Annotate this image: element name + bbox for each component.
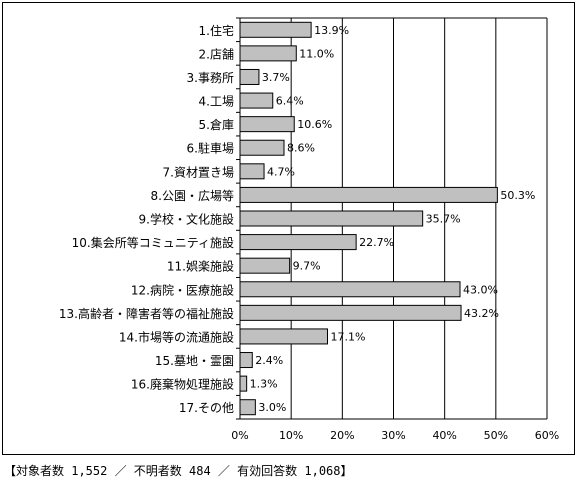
data-label: 43.2%: [464, 307, 499, 320]
bar: [239, 375, 248, 392]
category-label: 17.その他: [179, 401, 234, 415]
data-label: 8.6%: [287, 142, 315, 155]
x-tick-label: 60%: [535, 429, 559, 442]
category-label: 7.資材置き場: [163, 165, 234, 179]
bar: [239, 210, 424, 227]
data-label: 9.7%: [293, 260, 321, 273]
data-label: 2.4%: [255, 354, 283, 367]
data-label: 43.0%: [463, 283, 498, 296]
category-label: 5.倉庫: [199, 117, 234, 132]
bar: [239, 399, 256, 416]
category-label: 9.学校・文化施設: [139, 212, 234, 227]
category-label: 4.工場: [199, 95, 234, 109]
chart-frame: 0% 10% 20% 30% 40% 50% 60% 13.9% 1.住宅 11.0% 2.店舗 3.…: [2, 2, 575, 455]
data-label: 17.1%: [330, 330, 365, 343]
category-label: 2.店舗: [199, 47, 234, 61]
bar: [239, 186, 498, 203]
bar: [239, 92, 274, 109]
category-label: 1.住宅: [199, 23, 234, 38]
data-label: 11.0%: [299, 47, 334, 60]
x-tick-label: 10%: [279, 429, 303, 442]
bar: [239, 328, 328, 345]
category-label: 6.駐車場: [187, 141, 234, 156]
category-label: 10.集会所等コミュニティ施設: [72, 235, 234, 250]
bar: [239, 257, 291, 274]
data-label: 35.7%: [426, 213, 461, 226]
bar-chart: 0% 10% 20% 30% 40% 50% 60% 13.9% 1.住宅 11.0% 2.店舗 3.…: [59, 17, 559, 442]
footnote: 【対象者数 1,552 ／ 不明者数 484 ／ 有効回答数 1,068】: [4, 464, 353, 478]
x-tick-label: 50%: [484, 429, 508, 442]
data-label: 1.3%: [250, 378, 278, 391]
data-label: 6.4%: [276, 95, 304, 108]
category-label: 8.公園・広場等: [151, 189, 234, 203]
bar: [239, 21, 312, 38]
category-label: 15.墓地・霊園: [155, 354, 234, 368]
category-label: 13.高齢者・障害者等の福祉施設: [59, 306, 234, 321]
x-tick-label: 0%: [231, 429, 248, 442]
category-label: 3.事務所: [187, 71, 234, 85]
bar: [239, 163, 265, 180]
x-tick-label: 40%: [432, 429, 456, 442]
category-label: 16.廃棄物処理施設: [131, 377, 234, 392]
bar: [239, 352, 253, 369]
bar: [239, 116, 295, 133]
bar: [239, 45, 297, 62]
data-label: 13.9%: [314, 24, 349, 37]
category-label: 12.病院・医療施設: [131, 282, 234, 297]
bar: [239, 304, 462, 321]
bar: [239, 139, 285, 156]
data-label: 50.3%: [500, 189, 535, 202]
bar: [239, 234, 357, 251]
x-tick-label: 30%: [381, 429, 405, 442]
bar: [239, 281, 461, 298]
data-label: 22.7%: [359, 236, 394, 249]
bar: [239, 68, 260, 85]
x-tick-label: 20%: [330, 429, 354, 442]
category-label: 11.娯楽施設: [167, 259, 234, 274]
data-label: 3.0%: [258, 401, 286, 414]
data-label: 10.6%: [297, 118, 332, 131]
category-label: 14.市場等の流通施設: [119, 329, 234, 344]
data-label: 3.7%: [262, 71, 290, 84]
data-label: 4.7%: [267, 165, 295, 178]
